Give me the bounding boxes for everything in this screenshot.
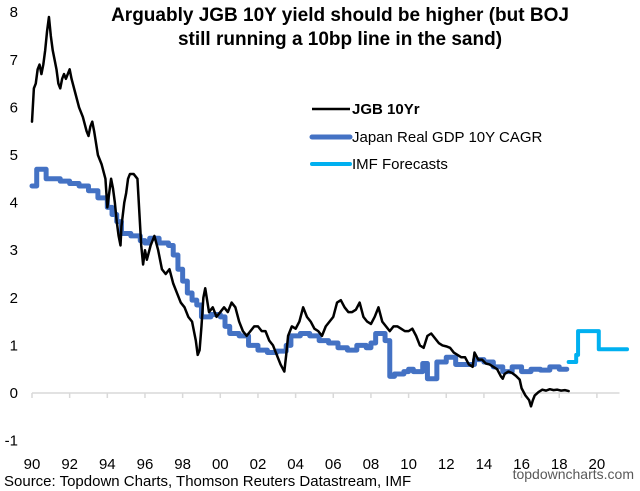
plot-area [29, 15, 630, 408]
x-tick-label: 08 [363, 456, 380, 473]
x-tick-label: 20 [589, 456, 606, 473]
y-tick-label: 1 [10, 337, 18, 354]
x-tick-label: 00 [212, 456, 229, 473]
y-tick-label: 3 [10, 242, 18, 259]
chart-title-line-2: still running a 10bp line in the sand) [178, 29, 502, 50]
y-tick-label: 5 [10, 147, 18, 164]
x-tick-label: 92 [61, 456, 78, 473]
x-tick-label: 94 [99, 456, 116, 473]
source-note: Source: Topdown Charts, Thomson Reuters … [4, 473, 411, 490]
x-tick-label: 96 [137, 456, 154, 473]
x-tick-label: 02 [250, 456, 267, 473]
legend: JGB 10Yr Japan Real GDP 10Y CAGR IMF For… [309, 101, 543, 173]
series-japan-gdp-cagr [29, 166, 570, 382]
x-tick-label: 14 [476, 456, 493, 473]
x-tick-label: 90 [24, 456, 41, 473]
legend-label-imf: IMF Forecasts [352, 156, 448, 173]
x-tick-label: 18 [551, 456, 568, 473]
y-tick-label: 2 [10, 290, 18, 307]
x-tick-label: 12 [438, 456, 455, 473]
chart-title-line-1: Arguably JGB 10Y yield should be higher … [111, 5, 569, 26]
x-tick-label: 16 [513, 456, 530, 473]
y-axis: -1 0 1 2 3 4 5 6 7 8 [5, 4, 18, 449]
y-tick-label: 6 [10, 99, 18, 116]
x-tick-label: 06 [325, 456, 342, 473]
y-tick-label: 8 [10, 4, 18, 21]
y-tick-label: -1 [5, 433, 18, 450]
x-axis: 90 92 94 96 98 00 02 04 06 08 10 12 14 16 18 20 [24, 392, 620, 473]
x-tick-label: 10 [400, 456, 417, 473]
x-tick-label: 04 [287, 456, 304, 473]
series-jgb-10yr [30, 15, 570, 408]
y-tick-label: 0 [10, 385, 18, 402]
y-tick-label: 4 [10, 195, 18, 212]
x-tick-label: 98 [174, 456, 191, 473]
legend-label-gdp: Japan Real GDP 10Y CAGR [352, 129, 543, 146]
series-imf-forecasts [566, 329, 630, 365]
legend-label-jgb: JGB 10Yr [352, 101, 420, 118]
watermark: topdowncharts.com [513, 466, 634, 482]
y-tick-label: 7 [10, 52, 18, 69]
